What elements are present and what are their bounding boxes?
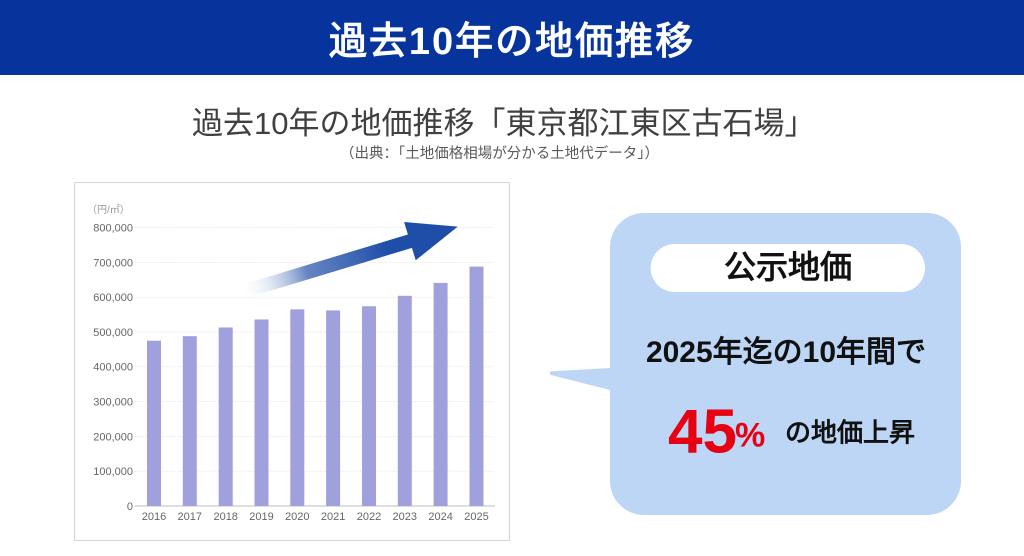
svg-text:0: 0 (127, 501, 133, 513)
svg-text:2025年迄の10年間で: 2025年迄の10年間で (646, 336, 926, 369)
svg-text:800,000: 800,000 (93, 223, 133, 235)
svg-text:%: % (735, 417, 765, 455)
svg-text:2020: 2020 (285, 511, 309, 523)
svg-text:2016: 2016 (142, 511, 166, 523)
svg-text:2018: 2018 (213, 511, 237, 523)
svg-text:公示地価: 公示地価 (724, 249, 852, 285)
svg-text:45: 45 (668, 398, 737, 467)
svg-text:300,000: 300,000 (93, 397, 133, 409)
svg-text:の地価上昇: の地価上昇 (785, 418, 915, 448)
svg-text:100,000: 100,000 (93, 466, 133, 478)
svg-text:500,000: 500,000 (93, 327, 133, 339)
svg-text:2021: 2021 (321, 511, 345, 523)
svg-text:2017: 2017 (178, 511, 202, 523)
svg-text:2025: 2025 (464, 511, 488, 523)
svg-text:2024: 2024 (428, 511, 452, 523)
svg-text:（円/㎡）: （円/㎡） (87, 204, 130, 216)
svg-text:400,000: 400,000 (93, 362, 133, 374)
svg-text:2023: 2023 (393, 511, 417, 523)
svg-text:700,000: 700,000 (93, 257, 133, 269)
svg-text:600,000: 600,000 (93, 292, 133, 304)
svg-text:2019: 2019 (249, 511, 273, 523)
svg-text:200,000: 200,000 (93, 431, 133, 443)
svg-text:2022: 2022 (357, 511, 381, 523)
